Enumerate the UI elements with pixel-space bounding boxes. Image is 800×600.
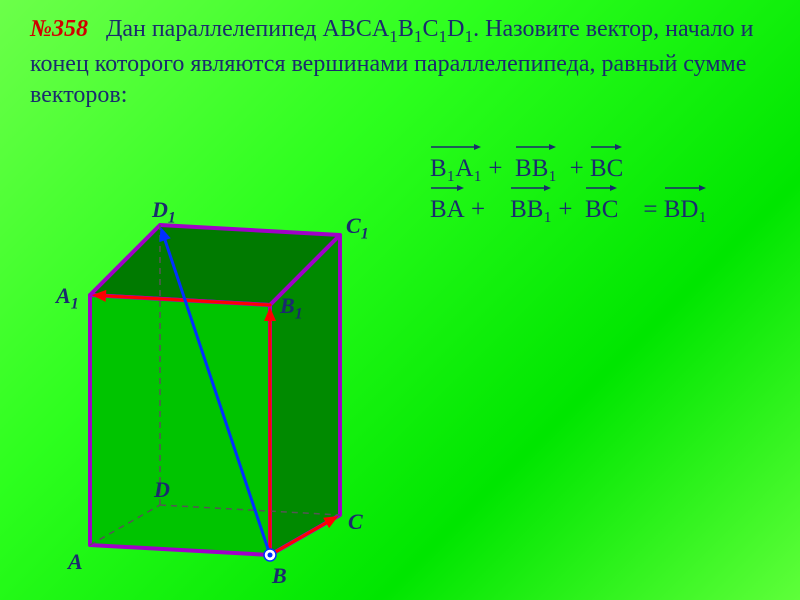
vector-term: BD₁ — [664, 189, 707, 230]
vector-arrow-icon — [430, 183, 465, 193]
problem-statement: №358 Дан параллелепипед ABCA1B1C1D1. Наз… — [30, 14, 770, 112]
vertex-label: D1 — [152, 197, 176, 227]
equation-line-2: BA + BB₁ + BC = BD₁ — [430, 189, 707, 230]
vector-arrow-icon — [664, 183, 707, 193]
vertex-label: C1 — [346, 213, 369, 243]
vertex-label: B — [272, 563, 287, 589]
vector-arrow-icon — [510, 183, 552, 193]
parallelepiped-diagram: ABCDA1B1C1D1 — [40, 175, 420, 575]
vector-term: BA — [430, 189, 465, 230]
vertex-label: A — [68, 549, 83, 575]
vertex-label: C — [348, 509, 363, 535]
vector-term: BB₁ — [510, 189, 552, 230]
vertex-label: A1 — [56, 283, 79, 313]
vector-arrow-icon — [430, 142, 482, 152]
equations-block: B₁A₁ + BB₁ + BC BA + BB₁ + BC = BD₁ — [430, 148, 707, 230]
vector-arrow-icon — [590, 142, 623, 152]
vector-term: BC — [585, 189, 618, 230]
problem-number: №358 — [30, 16, 88, 42]
vector-arrow-icon — [585, 183, 618, 193]
vector-arrow-icon — [515, 142, 557, 152]
problem-text-1: Дан параллелепипед ABCA — [106, 16, 389, 42]
vertex-label: D — [154, 477, 170, 503]
vertex-label: B1 — [280, 293, 303, 323]
